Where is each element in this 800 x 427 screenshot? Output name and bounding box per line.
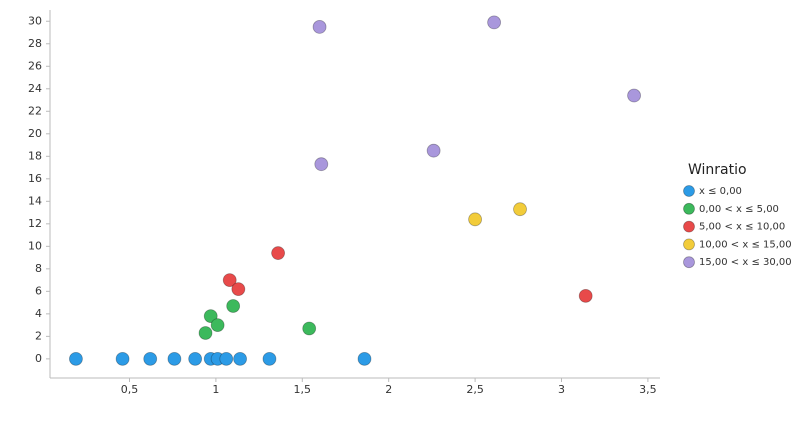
legend-label: 10,00 < x ≤ 15,00 [699,239,792,250]
point [487,15,502,30]
point [233,351,247,366]
y-tick-label: 12 [28,217,42,230]
y-tick-label: 4 [35,307,42,320]
point [357,351,372,366]
y-tick-label: 26 [28,59,42,72]
point [210,318,225,333]
point [222,273,237,287]
point [167,351,182,366]
y-tick-label: 2 [35,329,42,342]
point [271,246,286,260]
legend-label: 15,00 < x ≤ 30,00 [699,257,792,268]
legend-marker [683,238,695,251]
point [578,288,593,303]
point [312,19,327,34]
x-tick-label: 3,5 [639,383,657,396]
point [627,88,641,103]
point [302,321,317,336]
point [314,157,329,172]
y-tick-label: 10 [28,239,42,252]
point [513,202,527,217]
y-tick-label: 18 [28,149,42,162]
legend-marker [683,220,695,233]
legend-label: 0,00 < x ≤ 5,00 [699,204,779,215]
y-tick-label: 6 [35,284,42,297]
y-tick-label: 8 [35,262,42,275]
point [115,351,130,366]
y-tick-label: 30 [28,14,42,27]
x-tick-label: 2,5 [466,383,484,396]
y-tick-label: 16 [28,172,42,185]
x-tick-label: 0,5 [121,383,139,396]
point [231,282,246,296]
point [226,299,241,313]
point [69,351,83,366]
y-tick-label: 22 [28,104,42,117]
point [143,351,158,366]
legend-marker [683,256,695,269]
y-tick-label: 20 [28,127,42,140]
legend-marker [683,185,695,197]
x-tick-label: 1 [212,383,219,396]
legend-marker [683,202,695,215]
x-tick-label: 3 [558,383,565,396]
y-tick-label: 24 [28,82,42,95]
x-tick-label: 2 [385,383,392,396]
legend-label: 5,00 < x ≤ 10,00 [699,222,785,233]
point [203,309,218,324]
point [198,326,213,340]
point [188,351,203,366]
point [262,351,277,366]
x-tick-label: 1,5 [294,383,312,396]
y-tick-label: 0 [35,352,42,365]
legend-label: x ≤ 0,00 [699,186,742,197]
y-tick-label: 14 [28,194,42,207]
legend-title: Winratio [688,162,747,178]
point [426,143,441,158]
point [219,351,234,366]
y-tick-label: 28 [28,37,42,50]
point [468,212,482,227]
